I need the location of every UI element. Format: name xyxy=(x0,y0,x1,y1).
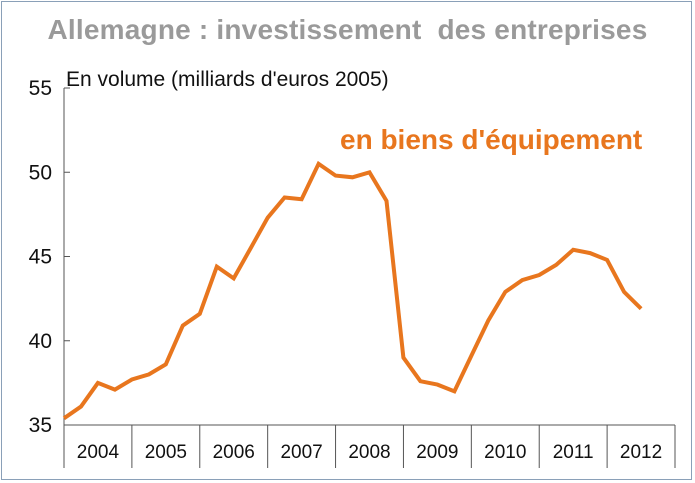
y-tick-label: 35 xyxy=(29,414,52,437)
series-line xyxy=(62,160,643,420)
x-tick-label: 2008 xyxy=(348,442,390,463)
x-tick-label: 2005 xyxy=(145,442,187,463)
chart-title: Allemagne : investissement des entrepris… xyxy=(47,14,648,45)
x-tick-label: 2004 xyxy=(77,442,120,463)
y-ticks: 35 40 45 50 55 xyxy=(29,77,70,437)
y-tick-label: 55 xyxy=(29,77,52,100)
x-tick-label: 2012 xyxy=(620,442,662,463)
x-tick-label: 2011 xyxy=(553,442,594,463)
y-tick-label: 45 xyxy=(29,246,52,269)
x-tick-label: 2009 xyxy=(416,442,458,463)
x-ticks: 2004 2005 2006 2007 2008 2009 2010 2011 2012 xyxy=(63,425,676,468)
series-label: en biens d'équipement xyxy=(340,124,643,155)
series-group xyxy=(62,160,643,420)
x-tick-label: 2007 xyxy=(280,442,322,463)
y-tick-label: 40 xyxy=(29,330,52,353)
y-axis-label: En volume (milliards d'euros 2005) xyxy=(66,68,389,91)
y-tick-label: 50 xyxy=(29,161,52,184)
x-tick-label: 2006 xyxy=(213,442,255,463)
axes xyxy=(63,88,675,468)
x-tick-label: 2010 xyxy=(484,442,526,463)
